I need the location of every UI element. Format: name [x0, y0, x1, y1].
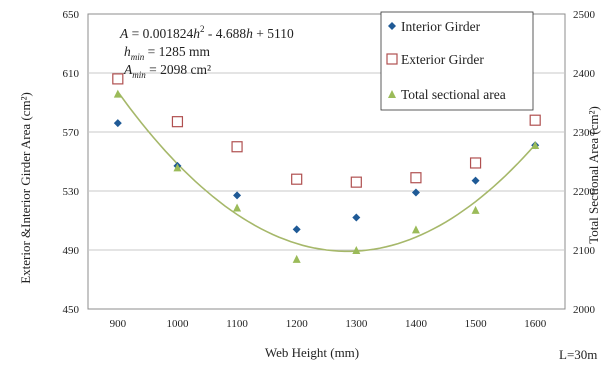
- x-tick-label: 1300: [345, 318, 368, 330]
- exterior-girder-point: [469, 157, 482, 169]
- interior-girder-point: [292, 225, 301, 234]
- legend-box: [380, 11, 534, 111]
- legend-item-interior-girder: Interior Girder: [388, 19, 481, 34]
- y-tick-label-left: 650: [63, 9, 80, 21]
- legend-item-total-sectional-area: Total sectional area: [388, 87, 506, 102]
- interior-girder-point: [113, 119, 122, 128]
- x-axis-label: Web Height (mm): [265, 345, 359, 360]
- legend-triangle-marker: [388, 90, 396, 98]
- y-tick-label-right: 2300: [573, 127, 596, 139]
- total-area-point: [411, 225, 420, 234]
- total-area-point: [233, 203, 242, 212]
- x-tick-label: 1000: [166, 318, 189, 330]
- x-tick-label: 1600: [524, 318, 547, 330]
- total-area-point: [113, 89, 122, 98]
- quadratic-trendline: [117, 91, 536, 253]
- y-tick-label-left: 570: [63, 127, 80, 139]
- legend-label-interior-girder: Interior Girder: [401, 19, 481, 34]
- span-length-note: L=30m: [559, 347, 597, 362]
- exterior-girder-point: [112, 73, 124, 85]
- y-axis-label-right: Total Sectional Area (cm²): [586, 106, 601, 244]
- interior-girder-point: [352, 213, 361, 222]
- exterior-girder-point: [529, 114, 541, 126]
- exterior-girder-point: [350, 176, 362, 188]
- legend-item-exterior-girder: Exterior Girder: [386, 52, 484, 67]
- exterior-girder-point: [291, 173, 303, 185]
- exterior-girder-point: [410, 172, 422, 184]
- exterior-girder-point: [171, 116, 184, 128]
- equation-line-1: A = 0.001824h2 - 4.688h + 5110: [119, 24, 294, 41]
- y-axis-label-left: Exterior &Interior Girder Area (cm²): [18, 92, 33, 284]
- x-tick-label: 1500: [465, 318, 488, 330]
- equation-line-3: Amin = 2098 cm²: [123, 62, 211, 80]
- interior-girder-point: [471, 176, 480, 185]
- legend-diamond-marker: [388, 22, 396, 30]
- y-tick-label-right: 2000: [573, 304, 596, 316]
- y-tick-label-right: 2500: [573, 9, 596, 21]
- y-tick-label-right: 2400: [573, 68, 596, 80]
- y-tick-label-right: 2100: [573, 245, 596, 257]
- y-tick-label-left: 530: [63, 186, 80, 198]
- x-tick-label: 900: [110, 318, 127, 330]
- equation-annotation: A = 0.001824h2 - 4.688h + 5110 hmin = 12…: [119, 24, 294, 80]
- trendline-layer: [117, 91, 536, 253]
- data-marks: [112, 73, 541, 263]
- total-area-point: [292, 254, 301, 263]
- exterior-girder-point: [231, 141, 243, 153]
- total-area-point: [173, 163, 182, 172]
- tick-labels: 450 490 530 570 610 650 2000 2100 2200 2300 2400 25…: [63, 9, 596, 330]
- interior-girder-point: [233, 191, 242, 200]
- equation-line-2: hmin = 1285 mm: [124, 44, 210, 62]
- total-area-point: [531, 140, 540, 149]
- legend: Interior Girder Exterior Girder Total se…: [380, 11, 534, 111]
- legend-label-total-sectional-area: Total sectional area: [401, 87, 506, 102]
- y-tick-label-right: 2200: [573, 186, 596, 198]
- interior-girder-point: [411, 188, 420, 197]
- x-tick-label: 1400: [405, 318, 428, 330]
- y-tick-label-left: 490: [63, 245, 80, 257]
- total-area-point: [471, 205, 480, 214]
- legend-label-exterior-girder: Exterior Girder: [401, 52, 484, 67]
- y-tick-label-left: 450: [63, 304, 80, 316]
- x-tick-label: 1200: [286, 318, 309, 330]
- y-tick-label-left: 610: [63, 68, 80, 80]
- legend-square-marker: [386, 53, 398, 65]
- total-area-point: [352, 246, 361, 254]
- x-tick-label: 1100: [226, 318, 248, 330]
